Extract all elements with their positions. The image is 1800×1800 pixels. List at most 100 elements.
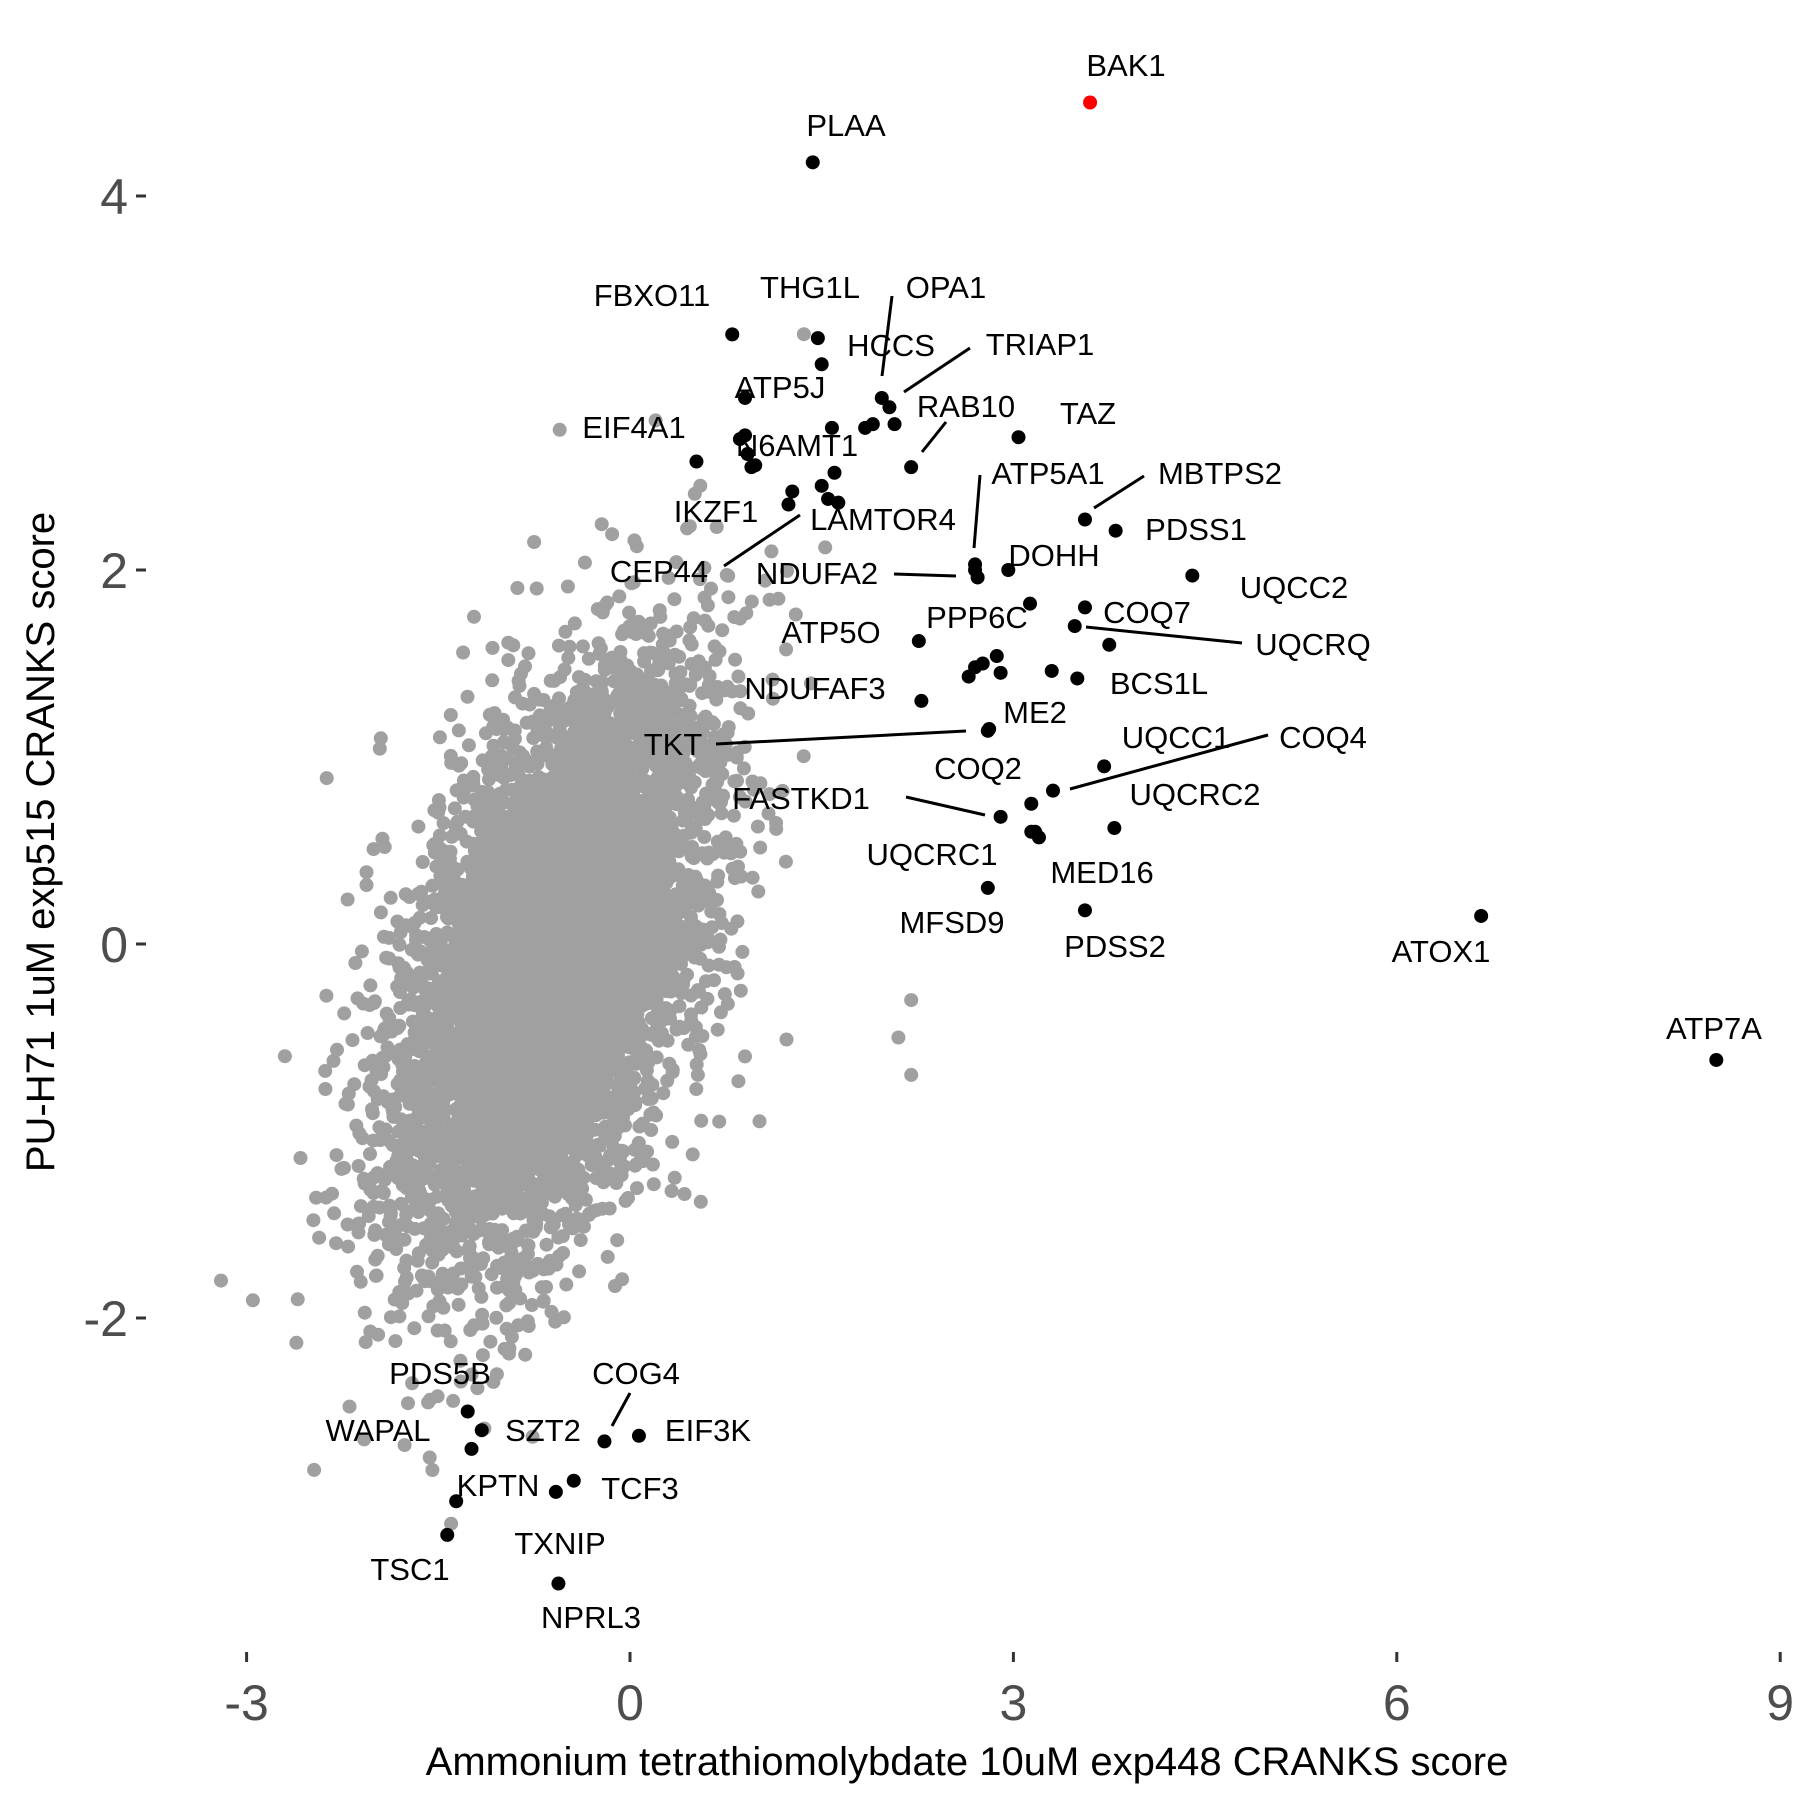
- background-point: [329, 1148, 344, 1163]
- background-point: [376, 1186, 391, 1200]
- background-point: [577, 555, 592, 570]
- background-point: [334, 1161, 349, 1176]
- background-point: [460, 689, 475, 704]
- background-point: [577, 1219, 591, 1234]
- background-point: [319, 771, 334, 786]
- background-point: [534, 1280, 549, 1295]
- background-point: [349, 1118, 364, 1133]
- background-point: [354, 944, 369, 959]
- background-point: [367, 1227, 382, 1242]
- background-point: [779, 1032, 794, 1047]
- background-point: [351, 1159, 366, 1173]
- background-point: [383, 1310, 398, 1325]
- background-point: [362, 1079, 377, 1094]
- background-point: [745, 870, 760, 885]
- background-point: [719, 960, 734, 975]
- background-point: [388, 1334, 403, 1349]
- background-point: [562, 639, 577, 654]
- background-point: [431, 1213, 445, 1228]
- background-point: [796, 327, 811, 342]
- background-point: [622, 605, 637, 620]
- background-point: [345, 1033, 360, 1048]
- background-point: [733, 983, 748, 998]
- background-point: [382, 930, 396, 945]
- background-point: [341, 1239, 356, 1254]
- background-point: [769, 821, 784, 836]
- background-point: [645, 1077, 660, 1092]
- background-point: [446, 1393, 461, 1408]
- background-point: [608, 1279, 622, 1293]
- background-point: [397, 1438, 412, 1453]
- background-point: [561, 650, 576, 665]
- background-point: [539, 1237, 554, 1252]
- background-point: [667, 1170, 682, 1185]
- background-point: [761, 806, 776, 821]
- background-point: [407, 1321, 422, 1336]
- background-point: [751, 884, 766, 899]
- background-point: [467, 609, 481, 624]
- background-point: [340, 892, 355, 907]
- background-point: [575, 639, 590, 654]
- background-point: [707, 639, 722, 654]
- background-point: [676, 1021, 691, 1036]
- background-point: [485, 640, 500, 655]
- background-point: [518, 1223, 533, 1238]
- background-point: [721, 590, 736, 605]
- background-point: [363, 978, 378, 993]
- background-point: [501, 635, 516, 650]
- background-point: [803, 676, 818, 691]
- background-point: [466, 1227, 481, 1241]
- background-point: [641, 628, 656, 643]
- background-point: [360, 1026, 375, 1040]
- background-point: [752, 1114, 767, 1129]
- background-point: [470, 1381, 485, 1396]
- background-point: [507, 723, 522, 738]
- background-point: [434, 1132, 449, 1147]
- background-points: [214, 327, 919, 1531]
- background-point: [365, 1106, 380, 1121]
- background-point: [325, 1186, 339, 1201]
- background-point: [443, 844, 458, 859]
- background-point: [392, 937, 407, 952]
- background-point: [306, 1213, 321, 1228]
- background-point: [390, 914, 405, 929]
- background-point: [421, 1309, 436, 1324]
- background-point: [489, 1367, 504, 1382]
- background-point: [337, 1006, 352, 1021]
- background-point: [560, 579, 575, 594]
- background-point: [775, 783, 790, 798]
- background-point: [363, 1147, 377, 1161]
- background-point: [348, 956, 363, 970]
- background-point: [753, 840, 768, 855]
- background-point: [704, 904, 719, 919]
- background-point: [714, 806, 729, 821]
- background-point: [581, 651, 596, 666]
- background-point: [353, 1199, 368, 1214]
- background-point: [461, 738, 476, 753]
- background-point: [559, 1277, 574, 1292]
- background-point: [378, 1227, 393, 1242]
- background-point: [398, 887, 413, 902]
- background-point: [357, 1432, 372, 1447]
- background-point: [432, 730, 447, 745]
- background-point: [694, 1113, 709, 1128]
- background-point: [529, 581, 544, 596]
- background-point: [605, 527, 620, 542]
- background-point: [359, 878, 374, 892]
- background-point: [399, 1207, 414, 1222]
- background-point: [451, 723, 466, 738]
- background-point: [771, 591, 786, 606]
- background-point: [373, 905, 388, 920]
- background-point: [589, 1203, 604, 1218]
- background-point: [413, 944, 428, 959]
- background-point: [693, 951, 708, 966]
- background-point: [525, 1429, 540, 1444]
- background-point: [731, 1074, 746, 1089]
- background-point: [646, 1177, 661, 1192]
- background-point: [411, 819, 426, 834]
- background-point: [451, 1297, 466, 1312]
- background-point: [544, 1304, 559, 1319]
- background-point: [448, 819, 463, 834]
- background-point: [497, 1255, 512, 1270]
